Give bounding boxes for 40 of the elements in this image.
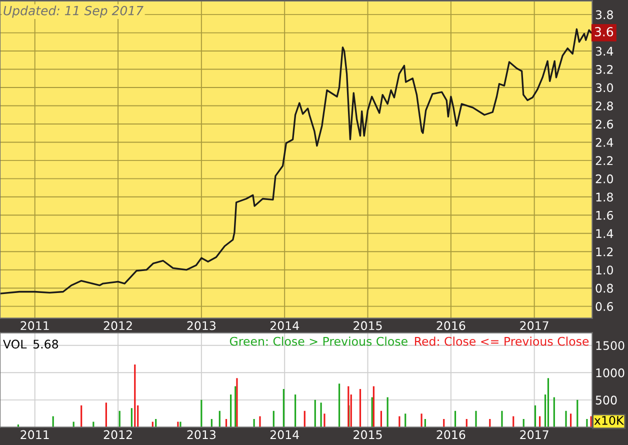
x-tick-label: 2012 (104, 321, 132, 330)
y-tick-label: 2.8 (596, 101, 613, 110)
y-tick-label: 2.2 (596, 156, 613, 165)
text: x10K (594, 416, 624, 425)
x-tick-label: 2016 (436, 321, 466, 330)
x-tick-label: 2013 (187, 430, 216, 440)
y-tick-label: 1.2 (596, 247, 613, 256)
x-tick-label: 2011 (20, 430, 49, 440)
x-tick-label: 2012 (104, 430, 132, 440)
y-tick-label: 3.4 (596, 46, 614, 56)
y-tick-label: 3.2 (596, 64, 613, 74)
annotation: Updated: 11 Sep 2017 (4, 6, 144, 18)
y-tick-label: 1.8 (596, 192, 613, 202)
y-tick-label: 1.6 (596, 210, 614, 220)
y-tick-label: 2.4 (596, 138, 614, 147)
x-tick-label: 2014 (270, 321, 299, 330)
y-tick-label: 1.4 (596, 229, 614, 238)
x-tick-label: 2017 (520, 321, 548, 330)
x-tick-label: 2016 (436, 430, 466, 440)
y-tick-label: 1000 (596, 368, 624, 378)
y-tick-label: 1500 (596, 341, 624, 350)
annotation: VOL (3, 340, 27, 349)
x-tick-label: 2011 (20, 321, 49, 330)
x-tick-label: 2013 (187, 321, 216, 330)
x-tick-label: 2014 (270, 430, 299, 440)
y-tick-label: 1.0 (596, 266, 613, 275)
x-tick-label: 2015 (354, 321, 382, 330)
x-tick-label: 2017 (520, 430, 548, 440)
annotation: 5.68 (33, 340, 58, 349)
y-tick-label: 2.6 (596, 120, 614, 129)
annotation: 3.6 (594, 26, 614, 36)
y-tick-label: 500 (596, 396, 617, 405)
y-tick-label: 0.6 (596, 302, 614, 311)
y-tick-label: 2.0 (596, 174, 613, 184)
text: Green: Close > Previous Close (230, 336, 408, 346)
text: Red: Close <= Previous Close (414, 336, 589, 346)
x-tick-label: 2015 (354, 430, 382, 440)
y-tick-label: 3.8 (596, 10, 613, 20)
y-tick-label: 0.8 (596, 284, 613, 293)
y-tick-label: 3.0 (596, 83, 613, 92)
